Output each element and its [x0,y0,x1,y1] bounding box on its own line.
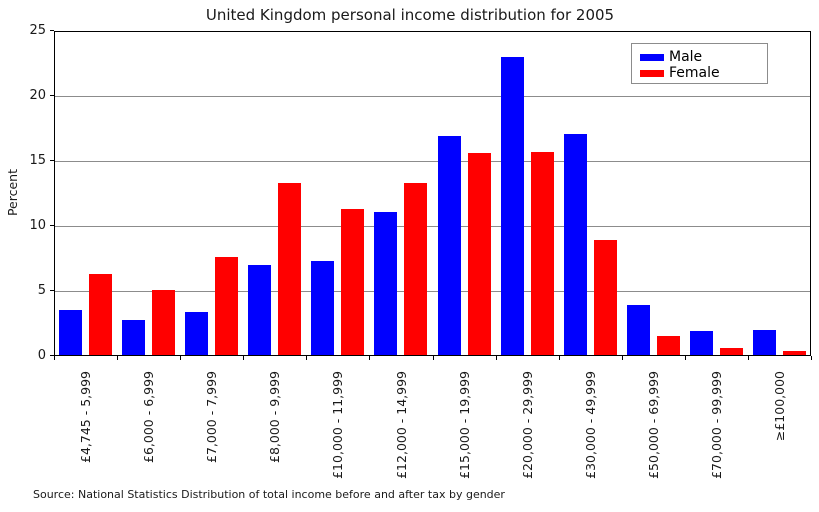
legend: Male Female [631,43,768,84]
legend-label-female: Female [669,65,720,81]
x-tick-mark-10 [685,356,686,360]
bar-female-3 [278,183,301,355]
y-axis-label: Percent [5,169,20,217]
x-tick-label-7: £20,000 - 29,999 [519,371,535,479]
x-tick-mark-12 [811,356,812,360]
gridline-15 [55,161,810,162]
bar-male-8 [564,134,587,355]
x-tick-mark-5 [369,356,370,360]
bar-female-4 [341,209,364,355]
bar-male-1 [122,320,145,355]
x-tick-label-4: £10,000 - 11,999 [330,371,346,479]
bar-male-5 [374,212,397,355]
y-tick-label-5: 5 [37,283,46,298]
legend-label-male: Male [669,49,703,65]
bar-female-10 [720,348,743,355]
x-tick-mark-11 [748,356,749,360]
bar-female-11 [783,351,806,355]
bar-male-2 [185,312,208,355]
bar-male-11 [753,330,776,355]
y-tick-mark-15 [50,160,54,161]
bar-female-8 [594,240,617,355]
bar-male-0 [59,310,82,355]
x-tick-mark-1 [117,356,118,360]
bar-female-6 [468,153,491,355]
bar-female-2 [215,257,238,355]
x-tick-label-1: £6,000 - 6,999 [141,371,157,463]
bar-male-6 [438,136,461,355]
x-tick-mark-9 [622,356,623,360]
gridline-10 [55,226,810,227]
y-tick-mark-10 [50,225,54,226]
y-tick-mark-20 [50,95,54,96]
x-tick-mark-7 [496,356,497,360]
bar-male-4 [311,261,334,355]
plot-area [54,31,811,356]
bar-female-0 [89,274,112,355]
chart-title: United Kingdom personal income distribut… [205,6,615,24]
bar-female-7 [531,152,554,355]
x-tick-mark-0 [54,356,55,360]
x-tick-label-8: £30,000 - 49,999 [582,371,598,479]
y-tick-label-20: 20 [29,88,46,103]
y-tick-label-10: 10 [29,218,46,233]
x-tick-label-10: £70,000 - 99,999 [708,371,724,479]
x-tick-label-5: £12,000 - 14,999 [393,371,409,479]
bar-male-3 [248,265,271,355]
legend-swatch-male-icon [640,53,664,61]
bar-female-1 [152,290,175,355]
bar-male-7 [501,57,524,355]
gridline-20 [55,96,810,97]
x-tick-mark-6 [433,356,434,360]
x-tick-label-0: £4,745 - 5,999 [78,371,94,463]
x-tick-mark-2 [180,356,181,360]
gridline-5 [55,291,810,292]
x-tick-label-2: £7,000 - 7,999 [204,371,220,463]
bar-male-10 [690,331,713,355]
legend-row-female: Female [640,65,767,81]
y-tick-label-0: 0 [37,348,46,363]
x-tick-label-6: £15,000 - 19,999 [456,371,472,479]
x-tick-label-3: £8,000 - 9,999 [267,371,283,463]
bar-female-9 [657,336,680,355]
x-tick-mark-8 [559,356,560,360]
x-tick-mark-3 [243,356,244,360]
y-tick-label-15: 15 [29,153,46,168]
source-note: Source: National Statistics Distribution… [33,488,505,501]
bar-female-5 [404,183,427,355]
bar-male-9 [627,305,650,355]
y-tick-mark-5 [50,290,54,291]
x-tick-mark-4 [306,356,307,360]
y-tick-mark-0 [50,355,54,356]
x-tick-label-9: £50,000 - 69,999 [645,371,661,479]
y-tick-label-25: 25 [29,23,46,38]
y-tick-mark-25 [50,30,54,31]
legend-row-male: Male [640,49,767,65]
legend-swatch-female-icon [640,69,664,77]
x-tick-label-11: ≥£100,000 [771,371,787,442]
